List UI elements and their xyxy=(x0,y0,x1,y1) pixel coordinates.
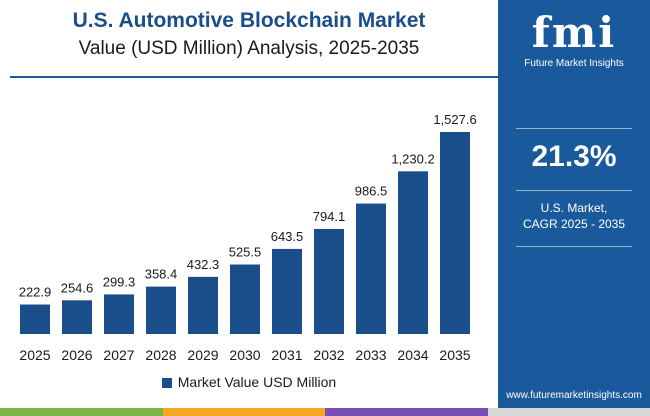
value-label-2035: 1,527.6 xyxy=(433,112,476,127)
value-label-2027: 299.3 xyxy=(103,274,136,289)
x-tick-2030: 2030 xyxy=(229,347,260,363)
x-tick-2026: 2026 xyxy=(61,347,92,363)
chart-title: U.S. Automotive Blockchain Market xyxy=(72,9,426,32)
x-tick-2031: 2031 xyxy=(271,347,302,363)
x-tick-2035: 2035 xyxy=(439,347,470,363)
x-tick-2028: 2028 xyxy=(145,347,176,363)
cagr-value: 21.3% xyxy=(531,140,617,173)
legend-swatch xyxy=(161,378,172,388)
x-tick-2034: 2034 xyxy=(397,347,428,363)
value-label-2025: 222.9 xyxy=(19,285,52,300)
x-tick-2029: 2029 xyxy=(187,347,218,363)
logo-mark: fmi xyxy=(531,8,617,57)
value-label-2026: 254.6 xyxy=(61,280,94,295)
value-label-2034: 1,230.2 xyxy=(391,151,434,166)
title-block: U.S. Automotive Blockchain Market Value … xyxy=(0,8,498,62)
bar-2031 xyxy=(272,248,302,334)
legend: Market Value USD Million xyxy=(0,374,498,390)
x-tick-2027: 2027 xyxy=(103,347,134,363)
x-tick-2032: 2032 xyxy=(313,347,344,363)
value-label-2029: 432.3 xyxy=(187,257,220,272)
bottom-bar-segment xyxy=(325,408,488,416)
cagr-label: U.S. Market, CAGR 2025 - 2035 xyxy=(498,200,650,232)
cagr-label-line2: CAGR 2025 - 2035 xyxy=(522,217,626,231)
sidebar-divider-bottom xyxy=(516,246,632,247)
bar-chart: 222.9 254.6 299.3 358.4 432.3 525.5 643.5 794.1… xyxy=(19,112,477,363)
fmi-logo: fmi Future Market Insights xyxy=(498,8,650,78)
bar-2026 xyxy=(62,300,92,334)
logo-company-name: Future Market Insights xyxy=(524,58,624,69)
bottom-bar-segment xyxy=(162,408,325,416)
bar-2027 xyxy=(104,294,134,334)
value-label-2033: 986.5 xyxy=(355,184,388,199)
value-label-2028: 358.4 xyxy=(145,267,178,282)
bottom-bar-segment xyxy=(0,408,163,416)
value-label-2031: 643.5 xyxy=(271,229,304,244)
value-label-2030: 525.5 xyxy=(229,245,262,260)
sidebar-divider-top xyxy=(516,128,632,129)
bottom-bar-segment xyxy=(487,408,650,416)
title-divider xyxy=(10,76,498,78)
value-label-2032: 794.1 xyxy=(313,209,346,224)
website-link[interactable]: www.futuremarketinsights.com xyxy=(506,390,642,401)
bar-2033 xyxy=(356,203,386,334)
legend-label: Market Value USD Million xyxy=(177,374,337,390)
bottom-color-bar xyxy=(0,408,650,416)
bar-2032 xyxy=(314,228,344,334)
bar-2029 xyxy=(188,276,218,334)
x-tick-2033: 2033 xyxy=(355,347,386,363)
x-tick-2025: 2025 xyxy=(19,347,50,363)
bar-2028 xyxy=(146,286,176,334)
cagr-label-line1: U.S. Market, xyxy=(540,201,608,215)
bar-2034 xyxy=(398,171,428,334)
sidebar-panel: fmi Future Market Insights 21.3% U.S. Ma… xyxy=(498,0,650,408)
chart-subtitle: Value (USD Million) Analysis, 2025-2035 xyxy=(78,38,420,59)
bar-2035 xyxy=(440,132,470,334)
bar-2030 xyxy=(230,264,260,334)
sidebar-divider-middle xyxy=(516,190,632,191)
bar-2025 xyxy=(20,304,50,334)
